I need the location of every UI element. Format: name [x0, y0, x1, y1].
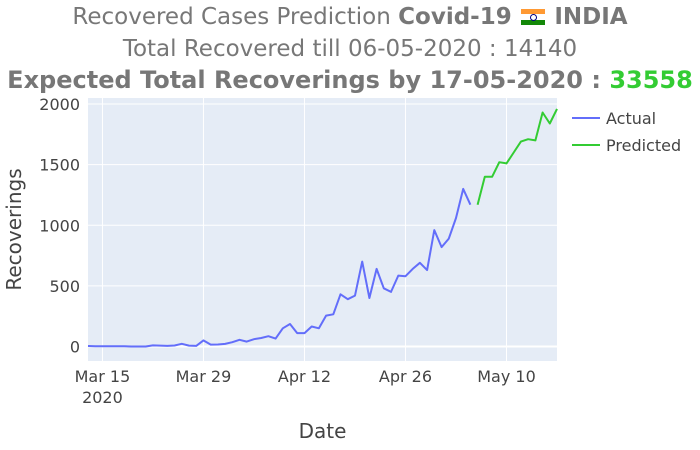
chart-title-line1: Recovered Cases Prediction Covid-19 INDI… [0, 4, 700, 30]
series-line-actual [87, 187, 472, 348]
expected-total-value: 33558 [609, 66, 693, 94]
chart-title-line2: Total Recovered till 06-05-2020 : 14140 [122, 36, 578, 62]
x-tick-sublabel: 2020 [82, 388, 123, 407]
x-axis-ticks: Mar 15 2020 Mar 29 Apr 12 Apr 26 May 10 [75, 367, 536, 407]
series-line-predicted [476, 108, 558, 205]
legend-item-actual[interactable]: Actual [572, 109, 656, 128]
x-axis-label: Date [299, 419, 347, 443]
expected-total-label: Expected Total Recoverings by 17-05-2020… [7, 66, 610, 94]
y-tick-label: 1000 [39, 216, 80, 235]
title-covid: Covid-19 [398, 4, 512, 30]
y-tick-label: 500 [49, 277, 80, 296]
y-tick-label: 1500 [39, 156, 80, 175]
y-tick-label: 0 [70, 337, 80, 356]
legend-item-predicted[interactable]: Predicted [572, 136, 681, 155]
x-tick-label: Apr 12 [278, 367, 331, 386]
plot-area [88, 98, 557, 361]
legend-label: Predicted [606, 136, 681, 155]
title-prefix: Recovered Cases Prediction [72, 4, 399, 30]
x-tick-label: Mar 29 [176, 367, 232, 386]
y-axis-ticks: 0 500 1000 1500 2000 [39, 95, 80, 356]
legend[interactable]: Actual Predicted [572, 109, 681, 155]
legend-label: Actual [606, 109, 656, 128]
y-axis-label: Recoverings [2, 168, 26, 290]
x-tick-label: May 10 [477, 367, 536, 386]
title-country: INDIA [554, 4, 628, 30]
chart-title-line3: Expected Total Recoverings by 17-05-2020… [0, 66, 700, 94]
india-flag-icon [521, 9, 546, 25]
series-lines [87, 108, 558, 348]
x-tick-label: Apr 26 [379, 367, 432, 386]
y-tick-label: 2000 [39, 95, 80, 114]
x-tick-label: Mar 15 [75, 367, 131, 386]
